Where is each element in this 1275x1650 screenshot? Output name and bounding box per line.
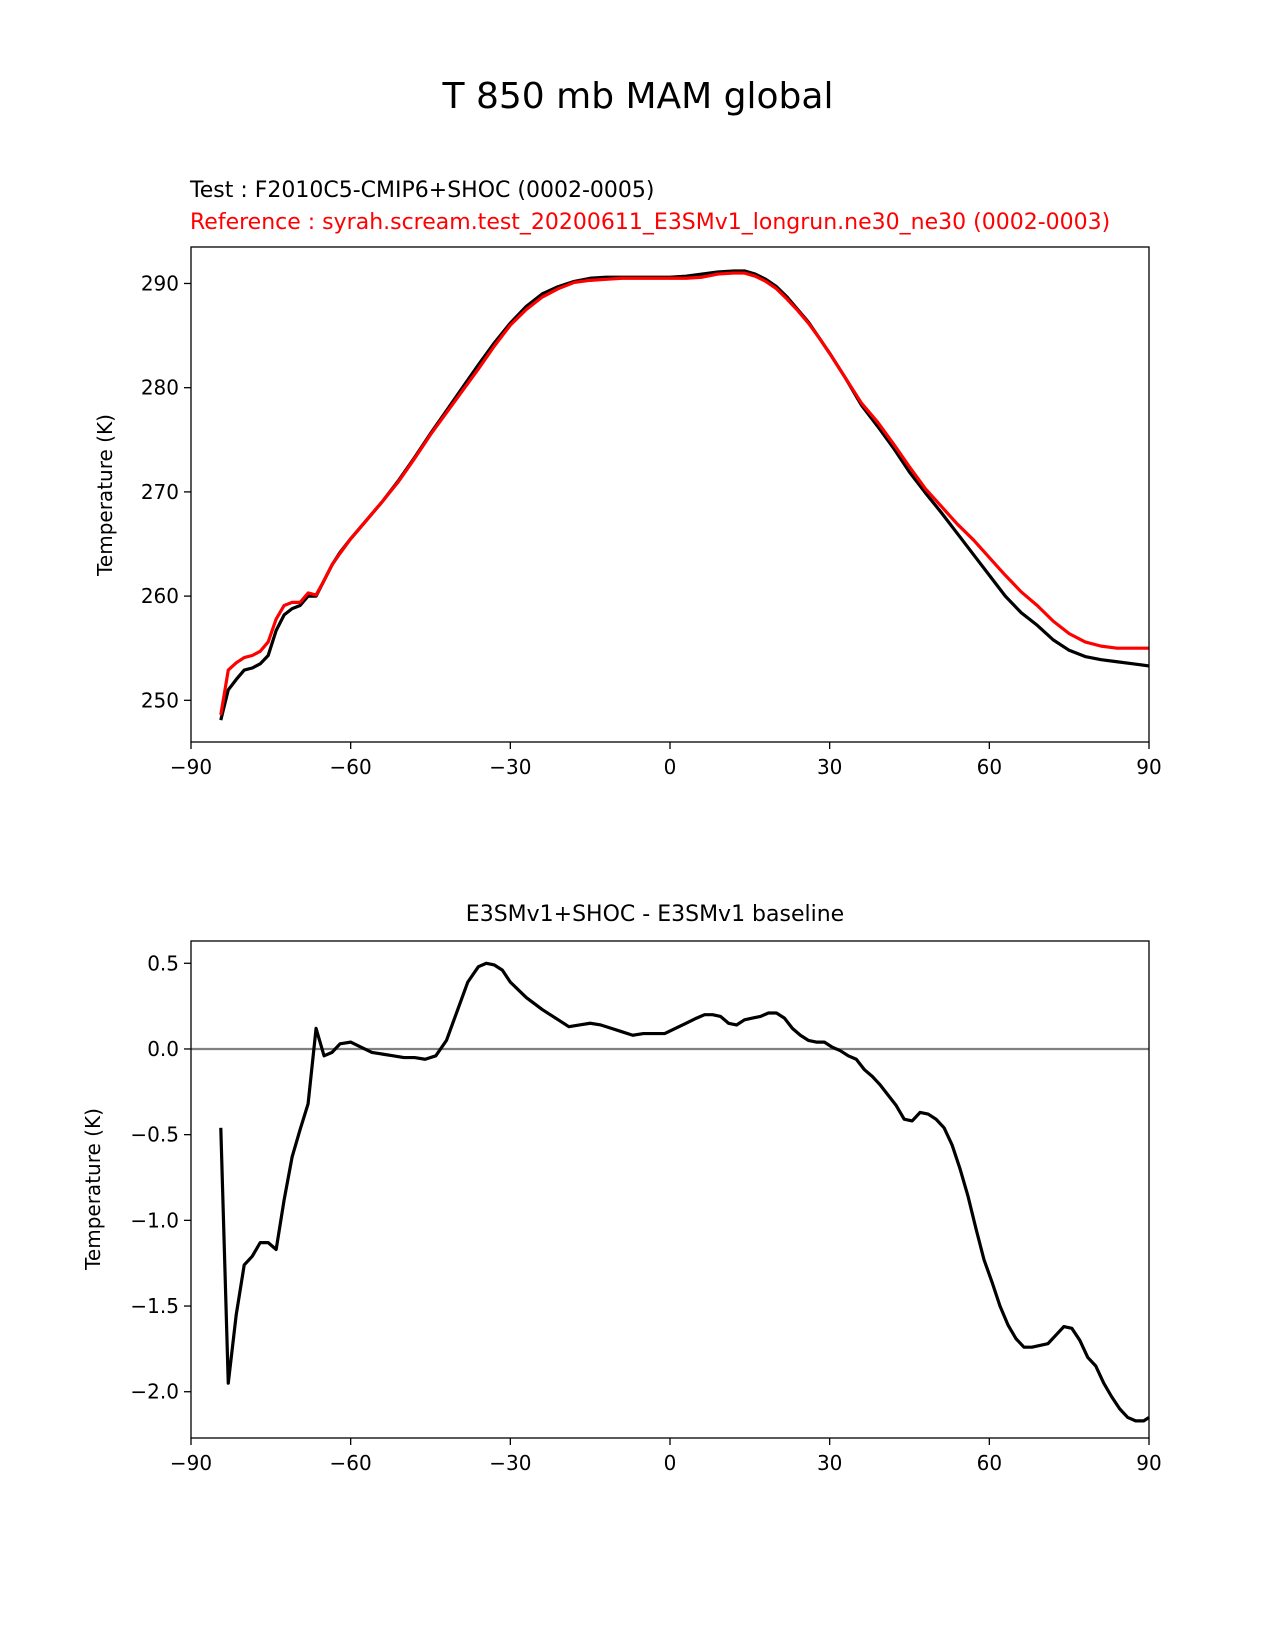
bottom-y-axis-label: Temperature (K) bbox=[81, 1108, 105, 1271]
top-x-tick-label: −90 bbox=[170, 755, 212, 779]
top-x-tick-label: 30 bbox=[817, 755, 842, 779]
top-x-tick-label: 60 bbox=[977, 755, 1002, 779]
top-x-tick-label: −30 bbox=[489, 755, 531, 779]
top-title-reference: Reference : syrah.scream.test_20200611_E… bbox=[190, 210, 1110, 235]
bottom-y-tick-label: 0.5 bbox=[147, 951, 179, 975]
top-y-tick-label: 260 bbox=[141, 584, 179, 608]
figure-suptitle: T 850 mb MAM global bbox=[442, 76, 834, 117]
bottom-x-tick-label: 30 bbox=[817, 1451, 842, 1475]
top-y-tick-label: 250 bbox=[141, 688, 179, 712]
bottom-x-tick-label: 60 bbox=[977, 1451, 1002, 1475]
top-y-axis-label: Temperature (K) bbox=[93, 414, 117, 577]
bottom-y-tick-label: −0.5 bbox=[130, 1123, 179, 1147]
bottom-x-tick-label: −60 bbox=[330, 1451, 372, 1475]
bottom-y-tick-label: 0.0 bbox=[147, 1037, 179, 1061]
top-title-test: Test : F2010C5-CMIP6+SHOC (0002-0005) bbox=[189, 178, 654, 203]
bottom-x-tick-label: 0 bbox=[664, 1451, 677, 1475]
top-y-tick-label: 290 bbox=[141, 271, 179, 295]
top-x-tick-label: 90 bbox=[1136, 755, 1161, 779]
bottom-series-line-test-reference bbox=[219, 961, 1150, 1423]
top-x-tick-label: 0 bbox=[664, 755, 677, 779]
bottom-y-tick-label: −1.5 bbox=[130, 1294, 179, 1318]
bottom-x-tick-label: −30 bbox=[489, 1451, 531, 1475]
bottom-title: E3SMv1+SHOC - E3SMv1 baseline bbox=[466, 902, 844, 927]
top-series-line-reference bbox=[219, 271, 1149, 716]
top-y-tick-label: 280 bbox=[141, 376, 179, 400]
bottom-y-tick-label: −1.0 bbox=[130, 1208, 179, 1232]
top-y-tick-label: 270 bbox=[141, 480, 179, 504]
top-x-tick-label: −60 bbox=[330, 755, 372, 779]
bottom-y-tick-label: −2.0 bbox=[130, 1380, 179, 1404]
bottom-x-tick-label: −90 bbox=[170, 1451, 212, 1475]
top-panel: Test : F2010C5-CMIP6+SHOC (0002-0005) Re… bbox=[93, 178, 1162, 779]
bottom-panel: E3SMv1+SHOC - E3SMv1 baseline −90 −60 −30 0… bbox=[81, 902, 1162, 1475]
bottom-x-tick-label: 90 bbox=[1136, 1451, 1161, 1475]
